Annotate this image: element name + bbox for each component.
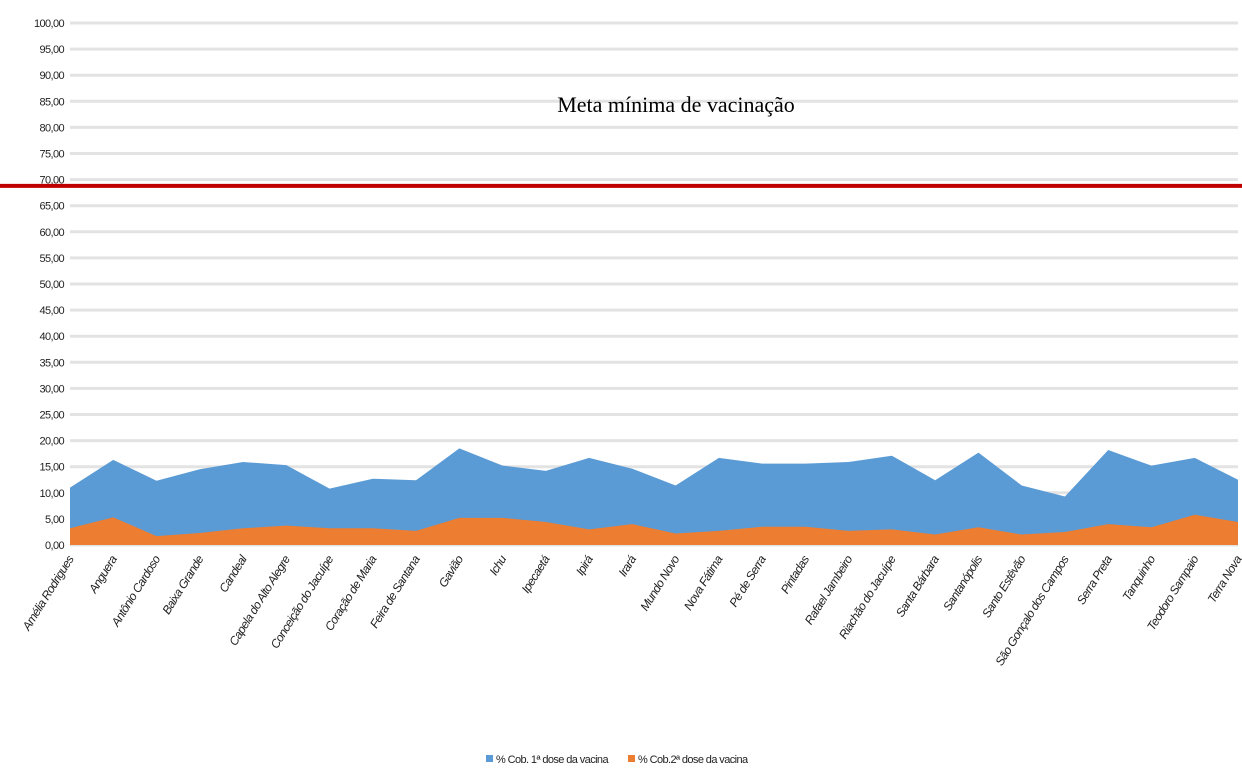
area <box>70 514 1238 545</box>
area <box>70 448 1238 545</box>
y-tick-label: 0,00 <box>45 540 64 552</box>
y-tick-label: 40,00 <box>39 331 64 343</box>
y-tick-label: 25,00 <box>39 410 64 422</box>
x-tick-label: Terra Nova <box>1205 552 1242 605</box>
y-tick-label: 90,00 <box>39 70 64 82</box>
y-tick-label: 80,00 <box>39 122 64 134</box>
x-tick-label: Ipirá <box>573 552 596 577</box>
y-tick-label: 20,00 <box>39 436 64 448</box>
y-tick-label: 60,00 <box>39 227 64 239</box>
y-tick-label: 95,00 <box>39 44 64 56</box>
legend-swatch <box>486 755 493 762</box>
y-tick-label: 65,00 <box>39 201 64 213</box>
plot-area <box>70 448 1238 545</box>
x-tick-label: Ichu <box>487 552 510 577</box>
y-tick-label: 30,00 <box>39 383 64 395</box>
x-tick-label: Pé de Serra <box>726 552 769 609</box>
x-tick-label: Anguera <box>86 552 121 596</box>
legend-swatch <box>627 755 635 762</box>
x-tick-label: São Gonçalo dos Campos <box>992 553 1071 669</box>
x-tick-label: Santanópolis <box>940 553 985 614</box>
y-tick-label: 85,00 <box>39 96 64 108</box>
y-tick-label: 10,00 <box>39 488 64 500</box>
x-tick-label: Mundo Novo <box>637 552 682 613</box>
grid <box>70 21 1238 547</box>
y-tick-label: 55,00 <box>39 253 64 265</box>
x-tick-label: Gavião <box>436 552 467 589</box>
x-tick-label: Pintadas <box>778 553 812 596</box>
x-tick-label: Ipecaetá <box>519 552 553 595</box>
x-tick-label: Amélia Rodrigues <box>19 553 77 634</box>
x-tick-label: Tanquinho <box>1120 552 1159 603</box>
y-tick-label: 75,00 <box>39 149 64 161</box>
x-tick-label: Serra Preta <box>1074 552 1115 607</box>
y-tick-label: 70,00 <box>39 175 64 187</box>
x-tick-label: Santo Estêvão <box>979 552 1029 620</box>
legend-label: % Cob. 1ª dose da vacina <box>496 754 609 766</box>
y-tick-label: 35,00 <box>39 357 64 369</box>
annotation: Meta mínima de vacinação <box>557 92 795 117</box>
y-tick-label: 45,00 <box>39 305 64 317</box>
y-tick-label: 15,00 <box>39 462 64 474</box>
y-tick-label: 100,00 <box>34 18 65 30</box>
x-tick-label: Candeal <box>216 552 250 595</box>
x-tick-label: Baixa Grande <box>159 552 206 616</box>
x-tick-label: Nova Fátima <box>681 552 726 612</box>
y-tick-label: 5,00 <box>45 514 64 526</box>
legend-label: % Cob.2ª dose da vacina <box>638 754 749 766</box>
y-tick-label: 50,00 <box>39 279 64 291</box>
x-tick-label: Santa Bárbara <box>893 552 942 619</box>
x-tick-label: Irará <box>616 552 640 579</box>
